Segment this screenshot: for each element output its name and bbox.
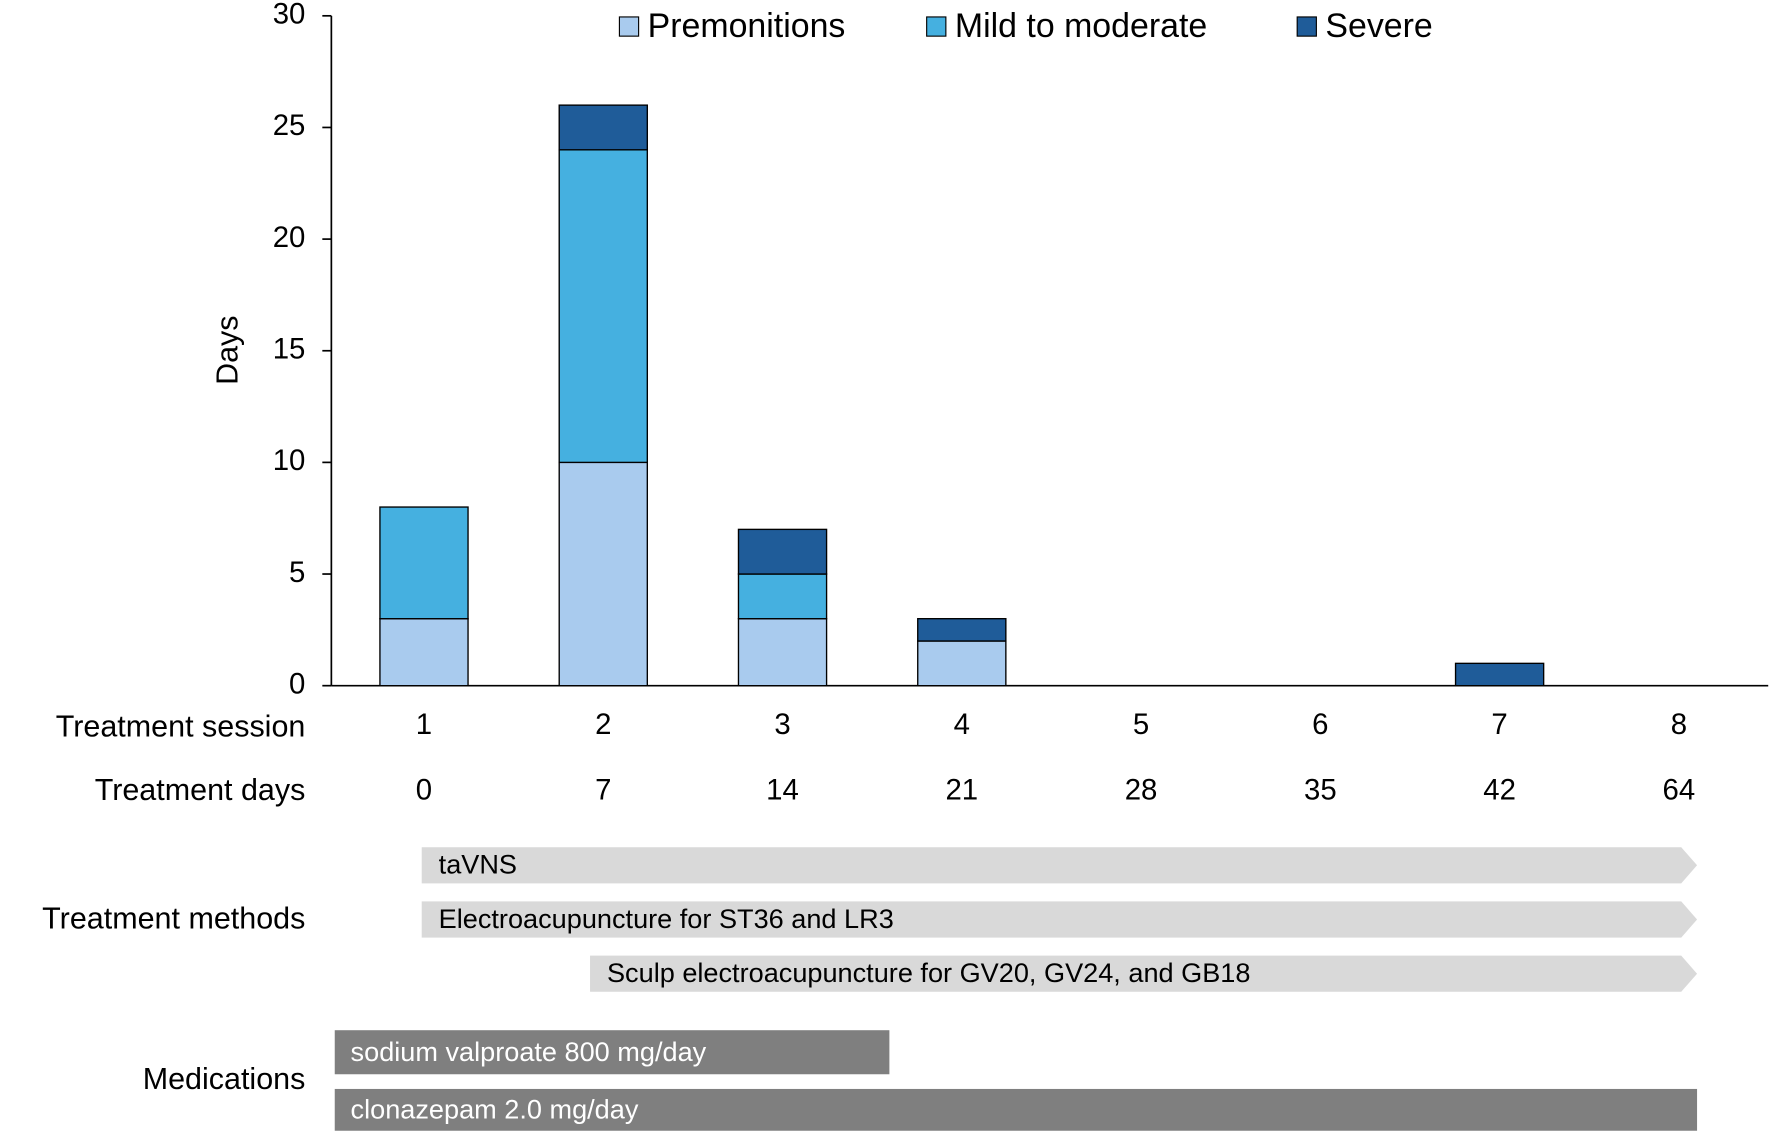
method-label: taVNS: [439, 849, 517, 880]
x-tick-label: 8: [1671, 708, 1687, 741]
day-label: 28: [1125, 774, 1158, 807]
day-label: 21: [945, 774, 978, 807]
row-label: Treatment session: [56, 710, 306, 744]
y-tick-label: 30: [273, 0, 306, 31]
x-tick-label: 3: [774, 708, 790, 741]
row-label: Treatment days: [95, 773, 306, 807]
medication-label: sodium valproate 800 mg/day: [351, 1036, 707, 1067]
bar-segment: [558, 461, 648, 687]
y-axis-label: Days: [211, 315, 245, 384]
bar-segment: [737, 618, 828, 687]
method-arrow: [590, 955, 1698, 992]
bar-segment: [917, 640, 1007, 687]
day-label: 64: [1663, 774, 1696, 807]
day-label: 7: [595, 774, 611, 807]
x-tick-label: 6: [1312, 708, 1328, 741]
day-label: 14: [766, 774, 799, 807]
legend-label: Severe: [1325, 7, 1432, 45]
medication-bar: [334, 1030, 890, 1075]
y-tick-label: 0: [289, 667, 305, 700]
x-tick-label: 7: [1491, 708, 1507, 741]
x-tick-label: 1: [416, 708, 432, 741]
day-label: 0: [416, 774, 432, 807]
legend-swatch: [618, 16, 640, 37]
legend-label: Mild to moderate: [955, 7, 1207, 45]
legend-swatch: [1296, 16, 1317, 37]
day-label: 42: [1483, 774, 1516, 807]
legend-swatch: [926, 16, 947, 37]
bar-segment: [379, 618, 469, 687]
bar-segment: [737, 528, 828, 575]
bar-segment: [1454, 662, 1545, 687]
row-label: Medications: [143, 1062, 306, 1096]
medication-bar: [334, 1088, 1698, 1131]
y-tick-label: 5: [289, 556, 305, 589]
bar-segment: [737, 573, 828, 620]
bar-segment: [558, 149, 648, 464]
bar-segment: [917, 618, 1007, 642]
method-label: Sculp electroacupuncture for GV20, GV24,…: [607, 957, 1250, 988]
x-tick-label: 5: [1133, 708, 1149, 741]
legend-label: Premonitions: [648, 7, 846, 45]
x-tick-label: 2: [595, 708, 611, 741]
y-tick-label: 25: [273, 109, 306, 142]
x-tick-label: 4: [954, 708, 970, 741]
row-label: Treatment methods: [42, 902, 305, 936]
bar-segment: [379, 506, 469, 620]
method-arrow: [421, 847, 1698, 884]
day-label: 35: [1304, 774, 1337, 807]
y-tick-label: 10: [273, 444, 306, 477]
method-arrow: [421, 901, 1698, 938]
y-tick-label: 20: [273, 221, 306, 254]
medication-label: clonazepam 2.0 mg/day: [351, 1094, 639, 1125]
bar-segment: [558, 104, 648, 151]
y-tick-label: 15: [273, 332, 306, 365]
method-label: Electroacupuncture for ST36 and LR3: [439, 903, 894, 934]
